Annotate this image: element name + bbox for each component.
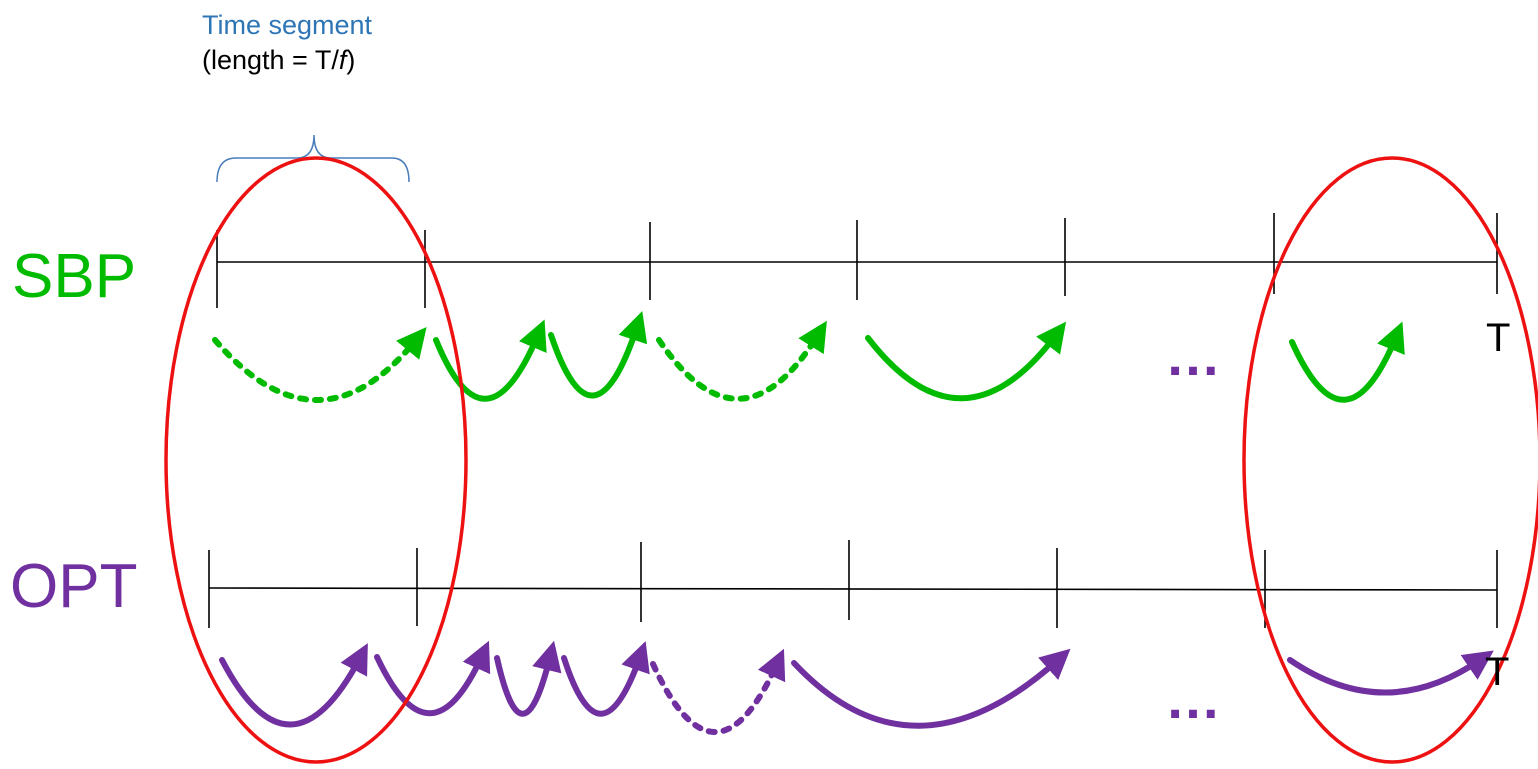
length-variable: f: [338, 45, 347, 75]
opt-arc: [1287, 650, 1494, 696]
opt-timeline: [208, 540, 1498, 628]
length-value: T/: [314, 45, 339, 75]
opt-arc: [219, 643, 368, 728]
sbp-arc: [548, 311, 648, 399]
sbp-arc: [865, 321, 1067, 402]
opt-arc: [374, 640, 491, 717]
last-segment-highlight: [1242, 156, 1538, 764]
opt-arc-dotted: [650, 648, 786, 735]
opt-arcs: [219, 640, 1494, 735]
sbp-arc: [1289, 321, 1405, 403]
sbp-end-label: T: [1486, 316, 1511, 360]
sbp-arc-dotted: [212, 326, 427, 403]
sbp-timeline: [216, 213, 1498, 308]
sbp-arcs: [212, 311, 1405, 403]
opt-arc: [791, 648, 1071, 729]
length-prefix: (length =: [202, 45, 315, 75]
length-suffix: ): [346, 45, 356, 75]
opt-end-label: T: [1485, 650, 1510, 694]
sbp-arc: [433, 319, 547, 402]
sbp-ellipsis: …: [1165, 324, 1221, 387]
opt-row-label: OPT: [10, 552, 138, 621]
time-segment-title: Time segment: [202, 10, 373, 40]
opt-ellipsis: …: [1165, 667, 1221, 730]
opt-arc: [561, 641, 650, 717]
sbp-row-label: SBP: [12, 242, 137, 311]
sbp-arc-dotted: [656, 320, 827, 402]
time-segment-brace: [216, 134, 410, 183]
first-segment-highlight: [164, 156, 468, 764]
time-segment-length: (length = T/f): [202, 47, 355, 74]
opt-axis-line: [208, 587, 1498, 591]
opt-arc: [494, 640, 562, 717]
